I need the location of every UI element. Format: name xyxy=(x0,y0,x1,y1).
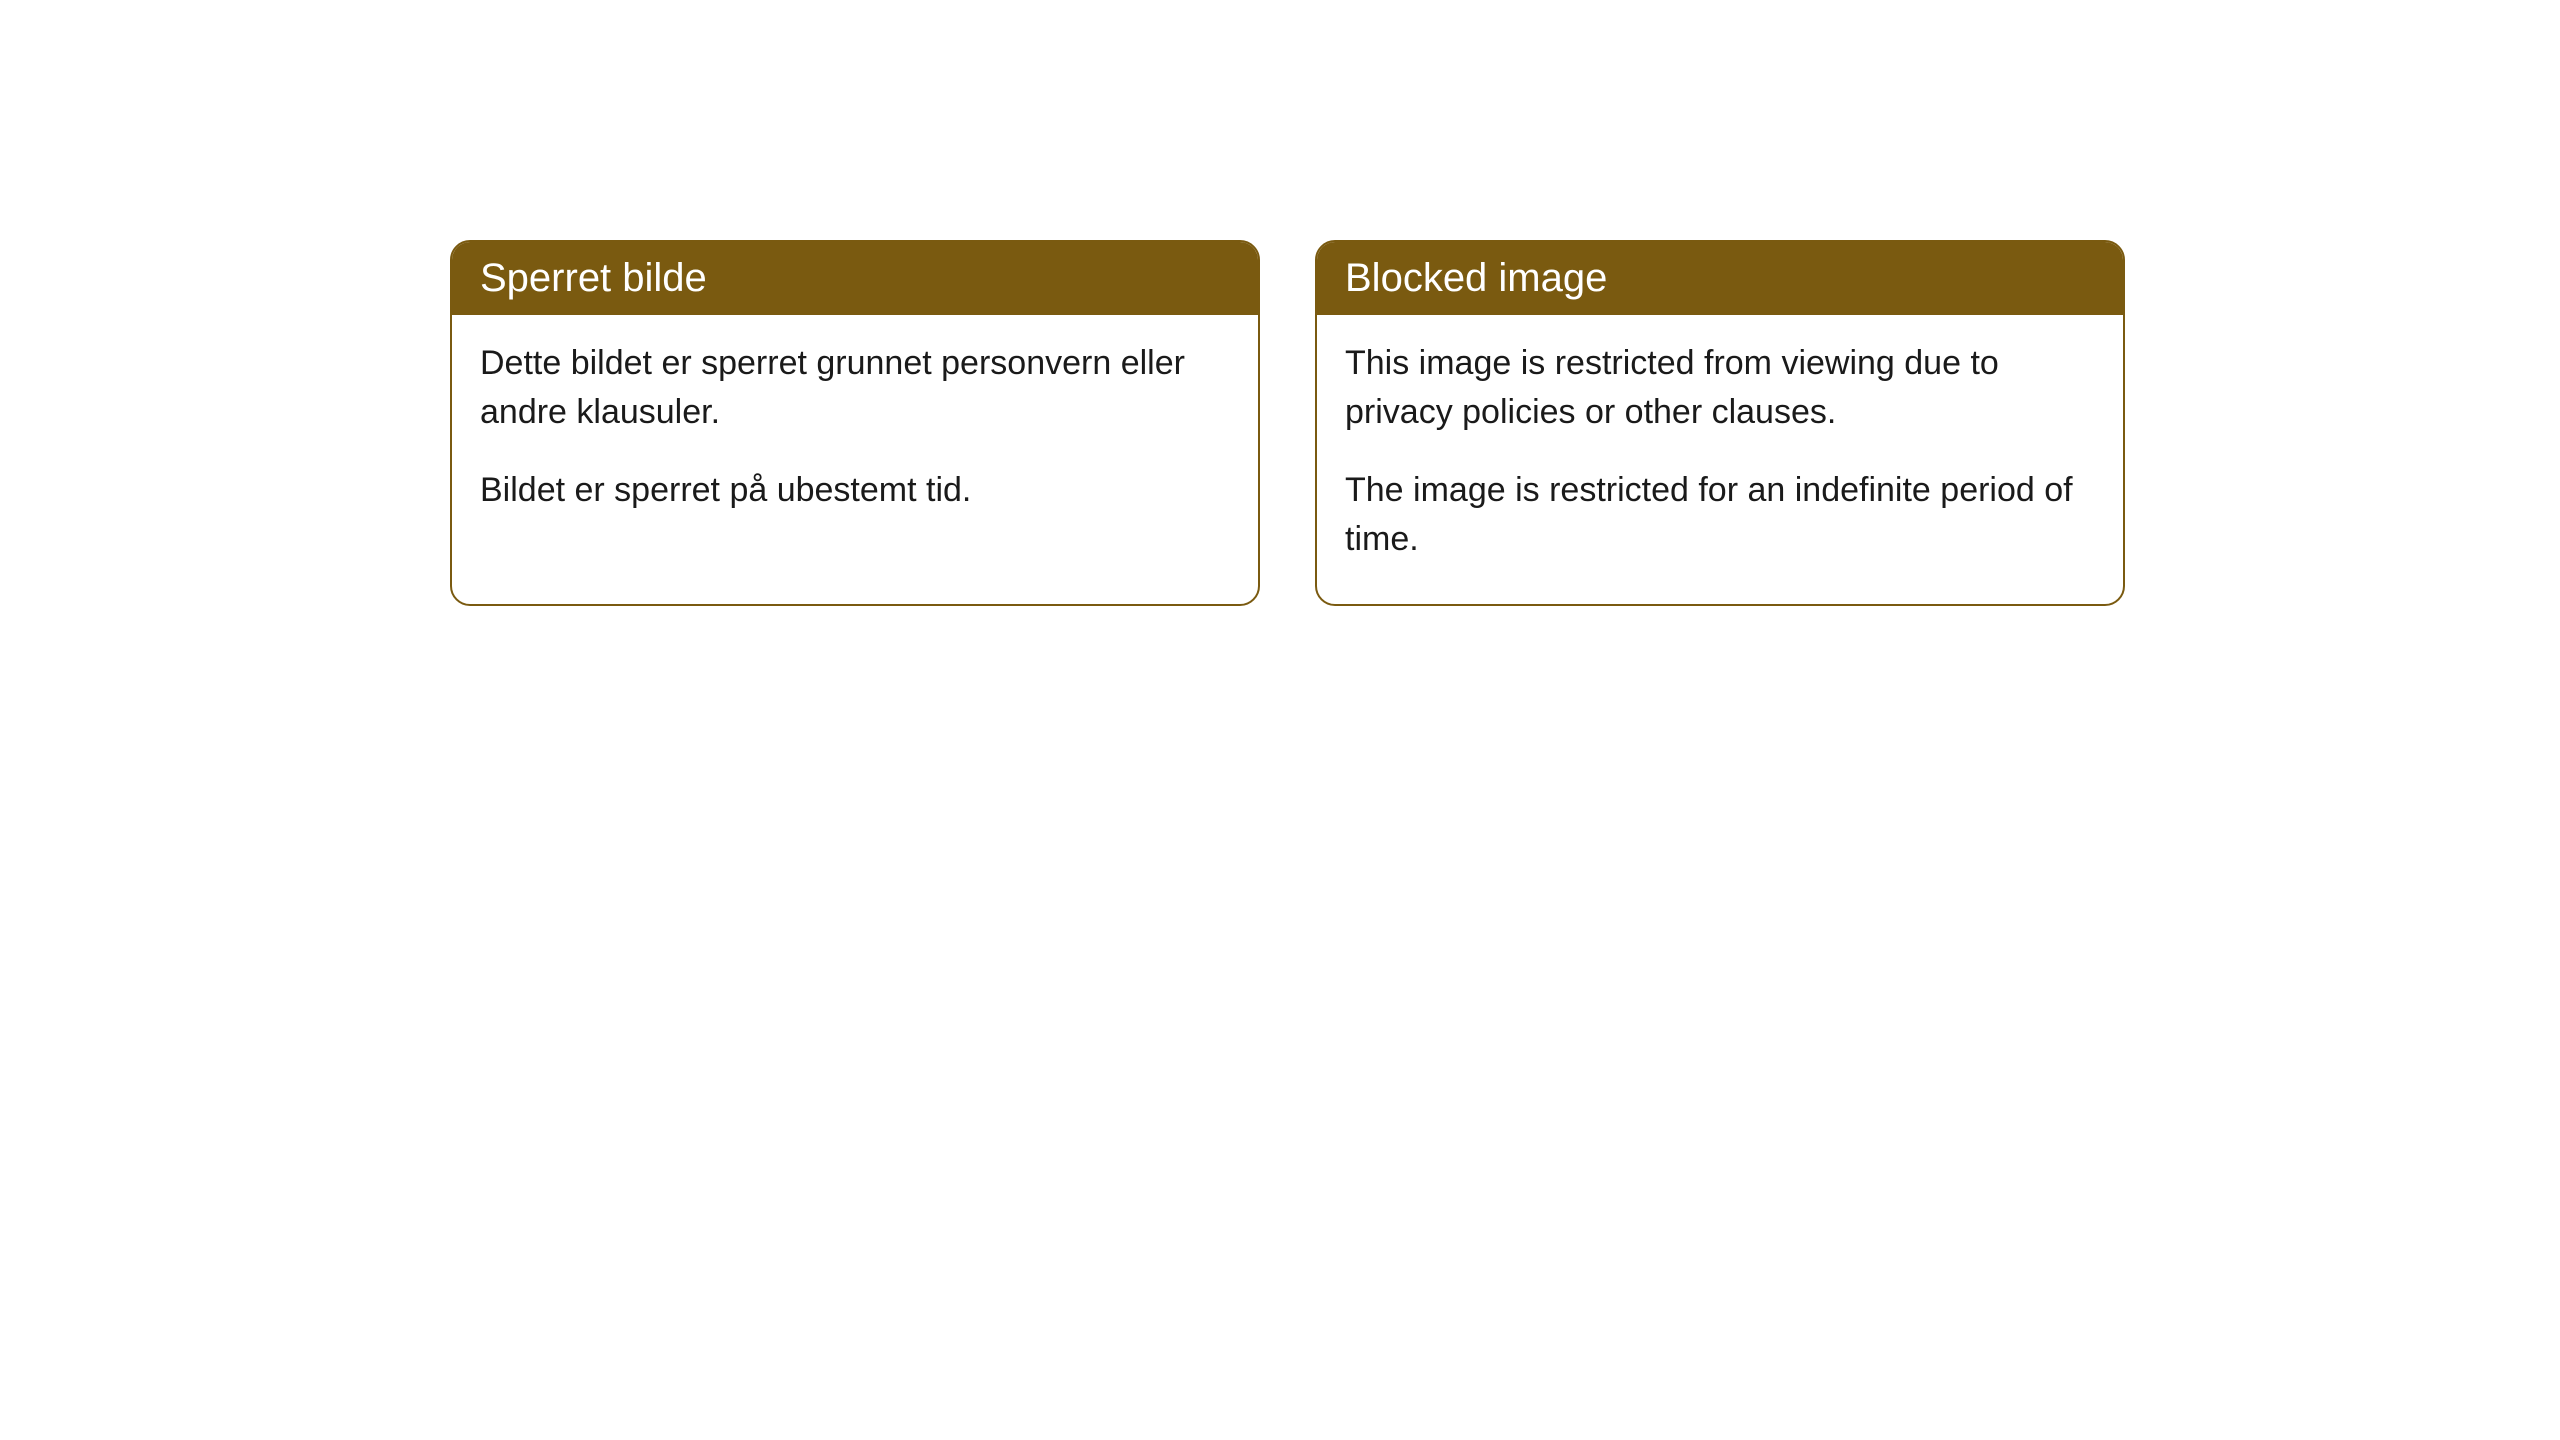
card-body-norwegian: Dette bildet er sperret grunnet personve… xyxy=(452,315,1258,555)
card-header-norwegian: Sperret bilde xyxy=(452,242,1258,315)
card-paragraph-2: Bildet er sperret på ubestemt tid. xyxy=(480,466,1230,515)
card-body-english: This image is restricted from viewing du… xyxy=(1317,315,2123,604)
cards-container: Sperret bilde Dette bildet er sperret gr… xyxy=(450,240,2125,606)
card-paragraph-1: Dette bildet er sperret grunnet personve… xyxy=(480,339,1230,438)
card-norwegian: Sperret bilde Dette bildet er sperret gr… xyxy=(450,240,1260,606)
card-title: Sperret bilde xyxy=(480,256,707,300)
card-title: Blocked image xyxy=(1345,256,1607,300)
card-paragraph-2: The image is restricted for an indefinit… xyxy=(1345,466,2095,565)
card-header-english: Blocked image xyxy=(1317,242,2123,315)
card-paragraph-1: This image is restricted from viewing du… xyxy=(1345,339,2095,438)
card-english: Blocked image This image is restricted f… xyxy=(1315,240,2125,606)
